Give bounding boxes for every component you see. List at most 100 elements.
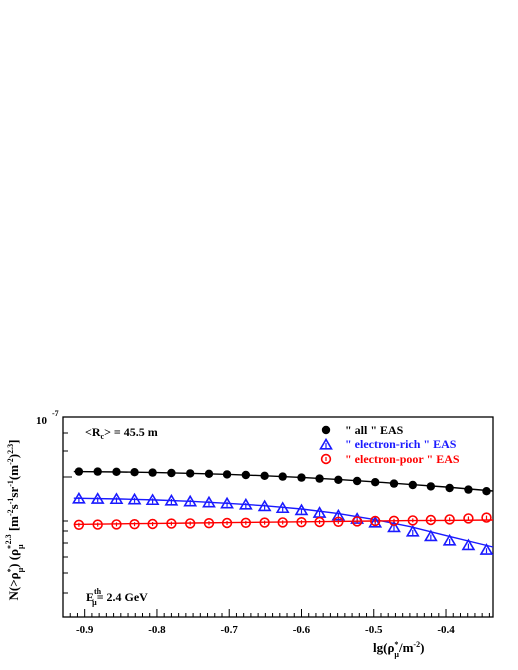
x-axis-ticks: -0.9 -0.8 -0.7 -0.6 -0.5 -0.4 (69, 609, 490, 636)
point-electron-poor-ring (296, 516, 307, 528)
point-electron-rich-shape (183, 494, 198, 507)
point-electron-poor-ring (333, 516, 344, 527)
point-electron-poor (92, 519, 103, 530)
point-electron-poor (221, 517, 233, 529)
point-electron-rich (127, 492, 142, 505)
point-electron-poor-ring (277, 517, 288, 528)
point-electron-rich-shape (202, 495, 216, 508)
point-electron-rich-shape (109, 492, 124, 505)
point-electron-rich-shape (238, 497, 253, 510)
point-electron-poor-ring (92, 519, 103, 530)
point-electron-poor-ring (351, 516, 363, 527)
point-electron-poor (111, 519, 122, 530)
point-electron-poor-ring (388, 515, 400, 526)
point-all (297, 473, 306, 482)
point-electron-poor (203, 517, 215, 529)
point-electron-rich (145, 493, 160, 506)
point-electron-rich (164, 493, 179, 506)
legend-label-all: " all " EAS (345, 423, 404, 437)
point-electron-poor-ring (203, 517, 215, 529)
data-points (72, 467, 494, 555)
point-all (408, 480, 417, 490)
point-all (167, 468, 176, 478)
plot-frame (62, 416, 494, 618)
legend-label-electron-poor: " electron-poor " EAS (345, 452, 460, 466)
point-electron-rich (183, 494, 198, 507)
point-all (241, 470, 251, 480)
point-electron-poor (129, 518, 140, 530)
point-electron-poor (166, 518, 177, 529)
point-all (204, 469, 214, 478)
point-electron-rich (72, 491, 86, 504)
point-electron-poor-ring (425, 514, 437, 526)
x-tick-label: -0.5 (365, 624, 383, 636)
legend-label-electron-rich: " electron-rich " EAS (345, 437, 457, 451)
point-electron-poor (259, 517, 270, 528)
y-axis-label: N(>ρ*μ) (ρ*μ2.3 [m-2s-1sr-1(m-2)2.3] (4, 440, 25, 601)
point-electron-rich (109, 492, 124, 505)
point-electron-poor (351, 516, 363, 527)
point-all (130, 468, 139, 477)
point-electron-poor-ring (147, 518, 158, 530)
point-electron-poor (388, 515, 400, 526)
point-electron-poor (314, 516, 325, 528)
point-electron-rich-shape (479, 543, 494, 555)
x-axis-label: lg(ρ* μ/m-2) (373, 640, 424, 659)
fit-curve-electron-rich (73, 497, 494, 548)
legend-marker-electron-rich-shape (319, 437, 333, 450)
point-electron-poor (407, 515, 418, 526)
point-electron-rich (238, 497, 253, 510)
point-electron-poor-ring (370, 515, 381, 527)
point-electron-poor (147, 518, 158, 530)
point-electron-rich-shape (368, 515, 383, 528)
point-electron-rich (220, 496, 234, 509)
point-all (371, 478, 380, 487)
legend-marker-all (321, 425, 331, 435)
point-electron-poor (463, 513, 474, 524)
point-electron-rich-shape (442, 533, 457, 546)
legend-marker-electron-poor-ring (320, 453, 332, 465)
point-electron-rich (202, 495, 216, 508)
x-tick-label: -0.6 (293, 624, 311, 636)
point-electron-rich-shape (387, 520, 401, 533)
point-electron-rich-shape (275, 501, 290, 514)
legend-marker-electron-rich (319, 437, 333, 450)
point-all (334, 475, 343, 484)
point-electron-rich-shape (127, 492, 142, 505)
point-electron-rich-shape (257, 499, 272, 512)
point-all (464, 485, 473, 494)
x-tick-label: -0.8 (148, 624, 166, 636)
point-all (352, 476, 362, 486)
point-electron-poor (370, 515, 381, 527)
point-electron-poor-ring (73, 519, 85, 530)
fit-curve-electron-poor (73, 519, 494, 526)
point-electron-poor (184, 518, 196, 529)
point-electron-poor-ring (166, 518, 177, 529)
point-electron-rich (442, 533, 457, 546)
point-electron-poor-ring (314, 516, 325, 528)
point-all (185, 469, 195, 478)
point-all (260, 471, 269, 480)
point-electron-rich-shape (220, 496, 234, 509)
point-electron-poor-ring (481, 512, 492, 523)
point-electron-poor-ring (240, 517, 252, 528)
point-all (278, 472, 287, 481)
point-electron-rich-shape (72, 491, 86, 504)
point-all (112, 467, 121, 476)
point-electron-rich-shape (164, 493, 179, 506)
point-electron-poor-ring (129, 518, 140, 530)
point-all (315, 474, 324, 483)
point-electron-poor (444, 514, 455, 525)
point-electron-rich-shape (90, 492, 105, 504)
point-electron-rich-shape (461, 538, 476, 551)
point-all (148, 468, 157, 477)
x-tick-label: -0.9 (76, 624, 94, 636)
point-electron-rich (257, 499, 272, 512)
point-electron-rich (423, 529, 438, 542)
point-electron-rich (275, 501, 290, 514)
legend: " all " EAS " electron-rich " EAS " elec… (319, 423, 460, 466)
legend-markers (319, 425, 333, 465)
legend-marker-electron-poor (320, 453, 332, 465)
